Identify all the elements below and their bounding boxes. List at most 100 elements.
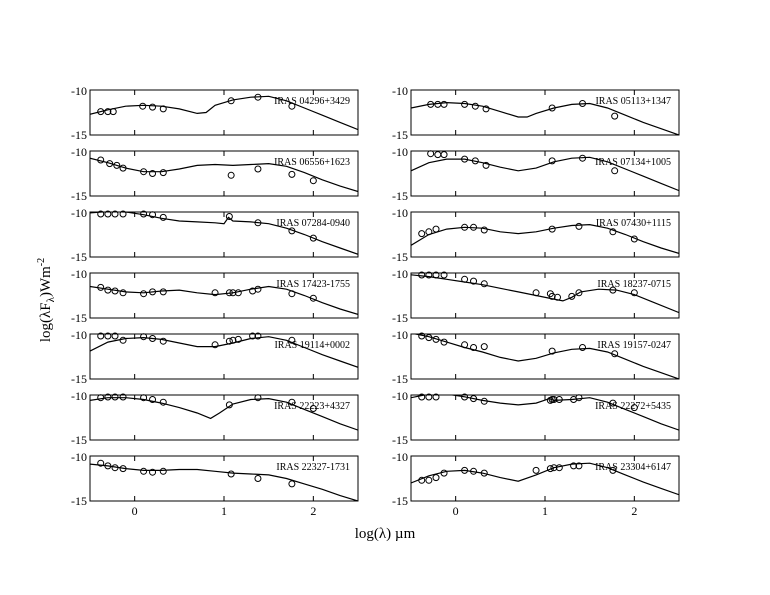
data-point bbox=[461, 100, 469, 108]
data-point bbox=[550, 396, 558, 403]
data-point bbox=[159, 288, 167, 296]
data-point bbox=[104, 286, 112, 294]
data-point bbox=[119, 336, 127, 344]
y-tick-label: -15 bbox=[392, 494, 408, 508]
sed-panel: -10 -15 IRAS 19114+0002 bbox=[71, 328, 359, 386]
data-point bbox=[234, 289, 242, 297]
y-tick-label: -15 bbox=[392, 433, 408, 447]
panel-label: IRAS 07430+1115 bbox=[596, 218, 671, 229]
data-point bbox=[225, 401, 233, 409]
model-curve bbox=[90, 463, 358, 501]
model-curve bbox=[411, 156, 679, 192]
y-tick-label: -15 bbox=[71, 433, 87, 447]
data-point bbox=[97, 210, 105, 218]
data-point bbox=[104, 210, 112, 218]
data-point bbox=[309, 234, 317, 242]
y-tick-label: -10 bbox=[71, 84, 87, 98]
y-tick-label: -10 bbox=[392, 145, 408, 159]
model-curve bbox=[90, 285, 358, 315]
model-curve bbox=[411, 101, 679, 135]
data-point bbox=[227, 171, 235, 179]
data-point bbox=[461, 155, 469, 163]
data-point bbox=[225, 337, 233, 345]
sed-panel: -10 -15 IRAS 22327-1731 0 1 2 bbox=[71, 450, 359, 518]
data-point bbox=[97, 156, 105, 164]
data-point bbox=[139, 102, 147, 110]
panel-label: IRAS 22327-1731 bbox=[276, 462, 350, 473]
data-point bbox=[140, 168, 148, 176]
y-tick-label: -10 bbox=[71, 145, 87, 159]
data-point bbox=[480, 469, 488, 477]
data-point bbox=[111, 393, 119, 401]
model-curve bbox=[90, 95, 358, 131]
data-point bbox=[470, 467, 478, 475]
panel-label: IRAS 06556+1623 bbox=[274, 157, 350, 168]
panel-label: IRAS 22272+5435 bbox=[595, 401, 671, 412]
model-curve bbox=[90, 336, 358, 368]
panel-label: IRAS 18237-0715 bbox=[597, 279, 671, 290]
data-point bbox=[611, 167, 619, 175]
data-point bbox=[434, 100, 442, 108]
data-point bbox=[119, 465, 127, 473]
data-point bbox=[119, 164, 127, 172]
panel-label: IRAS 07134+1005 bbox=[595, 157, 671, 168]
y-tick-label: -15 bbox=[71, 128, 87, 142]
data-point bbox=[482, 161, 490, 169]
y-label-sub: λ bbox=[45, 296, 57, 302]
data-point bbox=[461, 393, 469, 401]
data-point bbox=[211, 289, 219, 297]
y-tick-label: -15 bbox=[71, 494, 87, 508]
data-point bbox=[227, 470, 235, 478]
data-point bbox=[159, 337, 167, 345]
data-point bbox=[548, 104, 556, 112]
data-point bbox=[425, 476, 433, 484]
y-tick-label: -10 bbox=[392, 389, 408, 403]
data-point bbox=[309, 405, 317, 412]
y-tick-label: -15 bbox=[71, 372, 87, 386]
data-point bbox=[609, 466, 617, 474]
data-point bbox=[461, 466, 469, 474]
data-point bbox=[575, 289, 583, 297]
y-tick-label: -15 bbox=[71, 311, 87, 325]
panel-grid: -10 -15 IRAS 04296+3429 -10 -15 IRAS 05113+13… bbox=[71, 84, 680, 518]
data-point bbox=[111, 464, 119, 472]
data-point bbox=[470, 395, 478, 403]
y-axis-label: log(λFλ)Wm-2 bbox=[36, 258, 57, 342]
data-point bbox=[432, 225, 440, 233]
data-point bbox=[575, 462, 583, 470]
data-point bbox=[425, 393, 433, 401]
sed-panel: -10 -15 IRAS 23304+6147 0 1 2 bbox=[392, 450, 680, 518]
data-point bbox=[611, 112, 619, 120]
data-point bbox=[611, 350, 619, 358]
data-point bbox=[234, 335, 242, 343]
data-point bbox=[440, 151, 448, 159]
data-point bbox=[579, 344, 587, 351]
data-point bbox=[432, 271, 440, 279]
data-point bbox=[432, 393, 440, 401]
data-point bbox=[159, 467, 167, 475]
data-point bbox=[471, 157, 479, 165]
data-point bbox=[548, 347, 556, 355]
data-point bbox=[480, 226, 488, 234]
data-point bbox=[550, 464, 558, 472]
data-point bbox=[254, 285, 262, 293]
data-point bbox=[159, 105, 167, 113]
data-point bbox=[149, 288, 157, 296]
x-tick-label: 1 bbox=[221, 504, 227, 518]
data-point bbox=[309, 177, 317, 185]
data-point bbox=[140, 333, 148, 341]
data-point bbox=[309, 294, 317, 302]
sed-panel: -10 -15 IRAS 07430+1115 bbox=[392, 206, 680, 264]
y-tick-label: -10 bbox=[71, 267, 87, 281]
y-tick-label: -10 bbox=[392, 267, 408, 281]
data-point bbox=[225, 213, 233, 220]
data-point bbox=[630, 235, 638, 243]
data-point bbox=[288, 102, 296, 110]
y-tick-label: -10 bbox=[392, 206, 408, 220]
data-point bbox=[418, 476, 426, 484]
sed-panel: -10 -15 IRAS 22223+4327 bbox=[71, 389, 359, 447]
sed-panel: -10 -15 IRAS 05113+1347 bbox=[392, 84, 680, 142]
data-point bbox=[97, 332, 105, 340]
data-point bbox=[254, 332, 262, 340]
data-point bbox=[254, 165, 262, 173]
